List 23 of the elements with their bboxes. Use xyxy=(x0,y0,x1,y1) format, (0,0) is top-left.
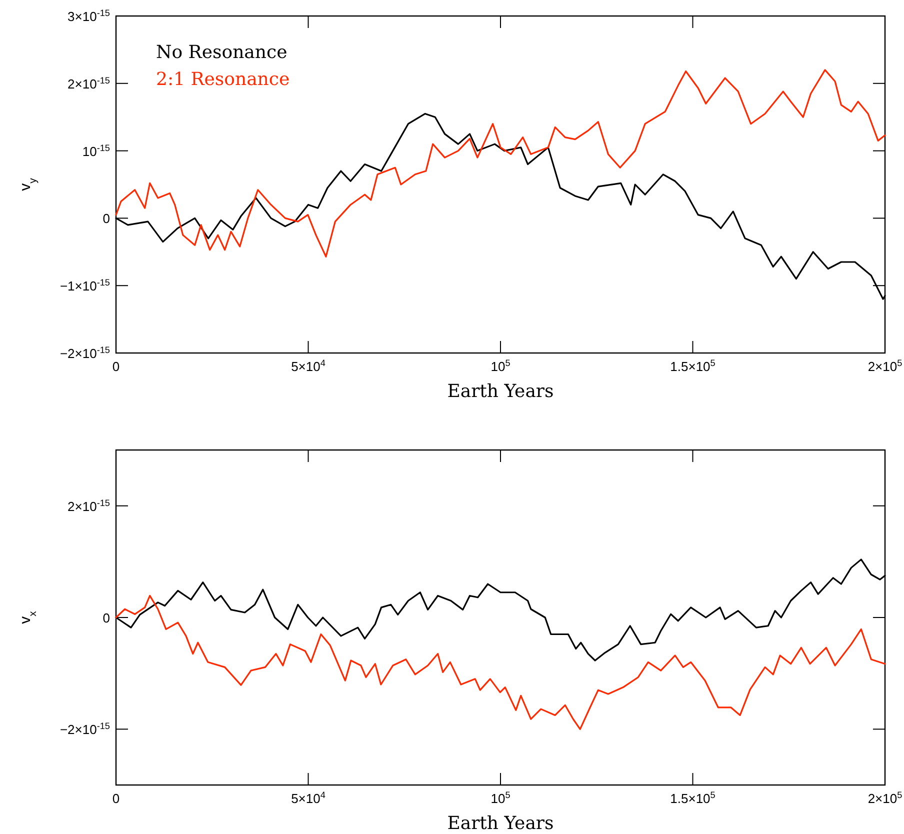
x-tick-label: 2×10$^{5}$ xyxy=(868,358,902,374)
text: No Resonance xyxy=(156,42,288,63)
y-tick-label: −1×10$^{-15}$ xyxy=(60,278,110,294)
x-tick-label: 1.5×10$^{5}$ xyxy=(670,358,716,374)
x-tick-label: 5×10$^{4}$ xyxy=(291,790,326,806)
y-tick-label: 0 xyxy=(102,211,110,226)
x-tick-label: 10$^{5}$ xyxy=(490,358,510,374)
y-tick-label: 2×10$^{-15}$ xyxy=(68,498,110,514)
y-tick-label: 0 xyxy=(102,610,110,626)
x-axis-title: Earth Years xyxy=(447,813,554,834)
x-tick-label: 2×10$^{5}$ xyxy=(868,790,902,806)
text: 2:1 Resonance xyxy=(156,69,290,90)
y-tick-label: 10$^{-15}$ xyxy=(82,142,110,159)
y-tick-label: −2×10$^{-15}$ xyxy=(60,345,110,361)
x-tick-label: 5×10$^{4}$ xyxy=(291,358,326,374)
x-tick-label: 0 xyxy=(112,791,120,806)
x-tick-label: 1.5×10$^{5}$ xyxy=(670,790,716,806)
y-tick-label: −2×10$^{-15}$ xyxy=(60,721,110,738)
y-tick-label: 2×10$^{-15}$ xyxy=(68,75,110,92)
y-tick-label: 3×10$^{-15}$ xyxy=(68,8,110,24)
x-tick-label: 0 xyxy=(112,359,120,374)
x-axis-title: Earth Years xyxy=(447,381,554,402)
x-tick-label: 10$^{5}$ xyxy=(490,790,510,806)
